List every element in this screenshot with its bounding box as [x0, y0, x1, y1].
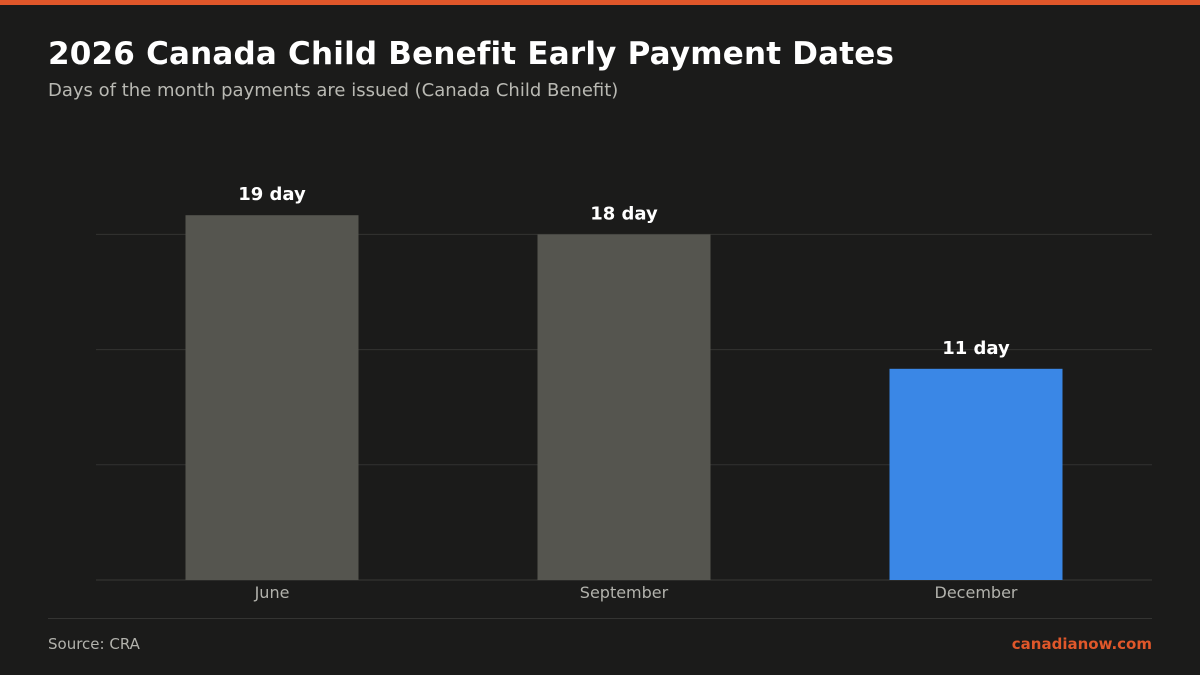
x-tick-label: December — [935, 583, 1018, 602]
accent-top-bar — [0, 0, 1200, 5]
x-tick-label: June — [254, 583, 290, 602]
x-tick-label: September — [580, 583, 669, 602]
chart-subtitle: Days of the month payments are issued (C… — [48, 80, 619, 101]
footer-divider — [48, 618, 1152, 619]
data-label: 11 day — [942, 338, 1010, 359]
data-label: 18 day — [590, 203, 658, 224]
data-label: 19 day — [238, 184, 306, 205]
source-note: Source: CRA — [48, 635, 140, 653]
bar-december — [889, 368, 1063, 580]
bar-september — [537, 234, 711, 580]
chart-title: 2026 Canada Child Benefit Early Payment … — [48, 36, 895, 72]
bar-june — [185, 215, 359, 580]
brand-link[interactable]: canadianow.com — [1011, 635, 1152, 653]
